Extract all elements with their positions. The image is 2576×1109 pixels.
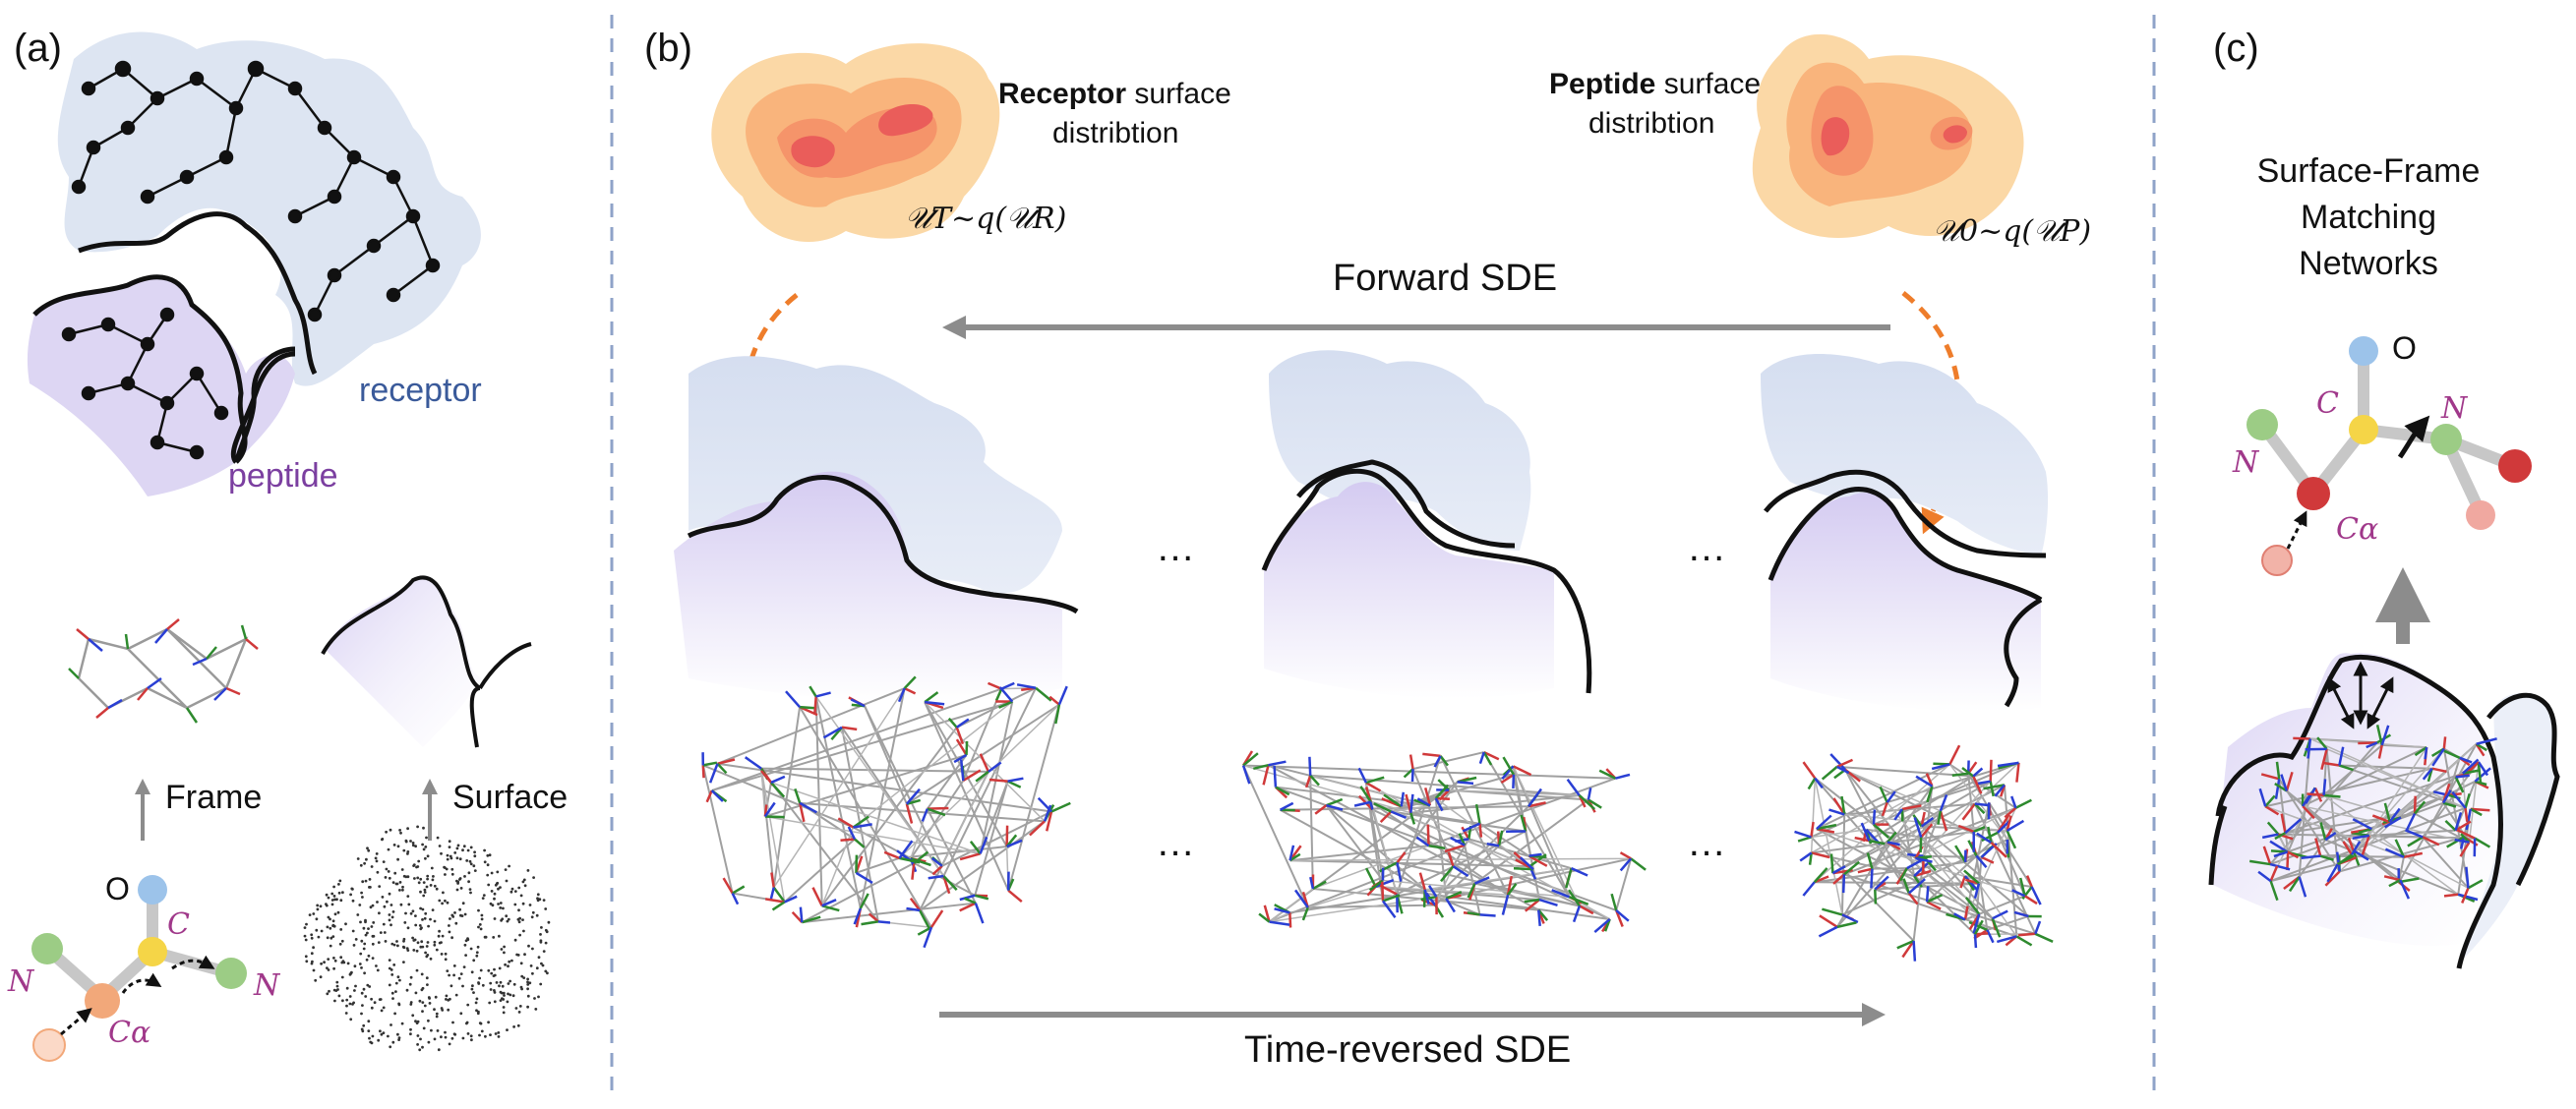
title-line-1: Surface-Frame — [2257, 152, 2481, 190]
panel-c-label: (c) — [2213, 27, 2259, 70]
reverse-sde-label: Time-reversed SDE — [1244, 1029, 1571, 1071]
residue-a: O C N N Cα — [7, 871, 281, 1062]
atom-n-right-c-label: N — [2440, 391, 2469, 426]
peptide-graph-a — [61, 307, 229, 460]
residue-c: O C N N Cα — [2232, 330, 2532, 576]
atom-o-a — [138, 875, 167, 905]
surface-arrows-c — [2327, 661, 2394, 730]
atom-c-c — [2349, 415, 2378, 444]
surface-pair-3 — [1761, 354, 2049, 712]
peptide-label: peptide — [228, 457, 338, 495]
forward-sde-label: Forward SDE — [1333, 258, 1557, 299]
panel-c: (c) Surface-Frame Matching Networks O C … — [2208, 27, 2560, 969]
frame-cluster-a — [68, 618, 259, 724]
atom-c-a — [138, 937, 167, 966]
receptor-blob-a — [57, 31, 481, 386]
frame-cluster-b1 — [701, 675, 1071, 949]
surface-pair-1 — [674, 356, 1079, 702]
atom-ca-c-label: Cα — [2336, 512, 2378, 547]
surface-shape-a — [325, 577, 482, 747]
frame-label: Frame — [165, 779, 262, 816]
atom-n-left-a-label: N — [7, 964, 35, 999]
receptor-density — [711, 43, 1000, 243]
atom-n-right-c — [2430, 424, 2462, 455]
frame-cluster-b2 — [1241, 750, 1647, 934]
frame-cluster-c — [2249, 725, 2497, 904]
peptide-dist-line1: Peptide surface — [1549, 68, 1761, 100]
surface-label: Surface — [452, 779, 568, 816]
surface-side-c — [2459, 693, 2557, 963]
panel-b: (b) Receptor surface distribtion 𝒰T~q(𝒰R… — [644, 27, 2091, 1071]
atom-ca-a-label: Cα — [108, 1016, 150, 1050]
atom-c-c-label: C — [2316, 386, 2339, 421]
surface-shape-c — [2213, 653, 2503, 946]
atom-h-c — [2261, 545, 2293, 576]
atom-r-c — [2498, 449, 2532, 483]
peptide-formula: 𝒰0~q(𝒰P) — [1933, 214, 2091, 249]
surface-boundary-c2 — [2486, 692, 2560, 887]
atom-o-c — [2349, 336, 2378, 366]
receptor-label: receptor — [359, 372, 482, 409]
atom-n-right-a-label: N — [253, 968, 281, 1003]
surface-pair-2 — [1261, 350, 1592, 699]
ellipsis-frame-2: … — [1687, 821, 1726, 864]
atom-o-a-label: O — [105, 871, 130, 906]
atom-c-a-label: C — [167, 907, 190, 942]
point-cloud — [303, 825, 551, 1052]
atom-n-left-c-label: N — [2232, 445, 2260, 480]
surface-boundary-c — [2215, 654, 2503, 969]
atom-r2-c — [2466, 500, 2495, 530]
receptor-formula: 𝒰T~q(𝒰R) — [905, 202, 1066, 236]
atom-n-left-c — [2247, 409, 2278, 440]
surface-boundary-c3 — [2208, 805, 2228, 886]
atom-n-left-a — [31, 933, 63, 964]
peptide-density — [1752, 33, 2024, 238]
ellipsis-surface-2: … — [1687, 526, 1726, 569]
title-line-2: Matching — [2301, 199, 2436, 236]
atom-ca-a — [85, 983, 120, 1019]
receptor-boundary-a — [78, 211, 318, 376]
peptide-blob-a — [27, 274, 296, 496]
receptor-graph-a — [71, 60, 441, 322]
panel-a-label: (a) — [14, 27, 62, 70]
title-line-3: Networks — [2299, 245, 2438, 282]
peptide-dist-line2: distribtion — [1588, 107, 1714, 140]
panel-a: (a) receptor peptide — [7, 27, 568, 1062]
atom-ca-c — [2297, 477, 2330, 510]
panel-b-label: (b) — [644, 27, 692, 70]
atom-o-c-label: O — [2392, 330, 2417, 366]
ellipsis-frame-1: … — [1156, 821, 1195, 864]
frame-cluster-b3 — [1794, 744, 2054, 962]
atom-h-a — [32, 1028, 66, 1062]
atom-n-right-a — [215, 958, 247, 989]
receptor-dist-line1: Receptor surface — [998, 78, 1231, 110]
receptor-dist-line2: distribtion — [1052, 117, 1178, 149]
ellipsis-surface-1: … — [1156, 526, 1195, 569]
receptor-boundary-a2 — [233, 346, 296, 463]
surface-boundary-a — [321, 575, 532, 748]
